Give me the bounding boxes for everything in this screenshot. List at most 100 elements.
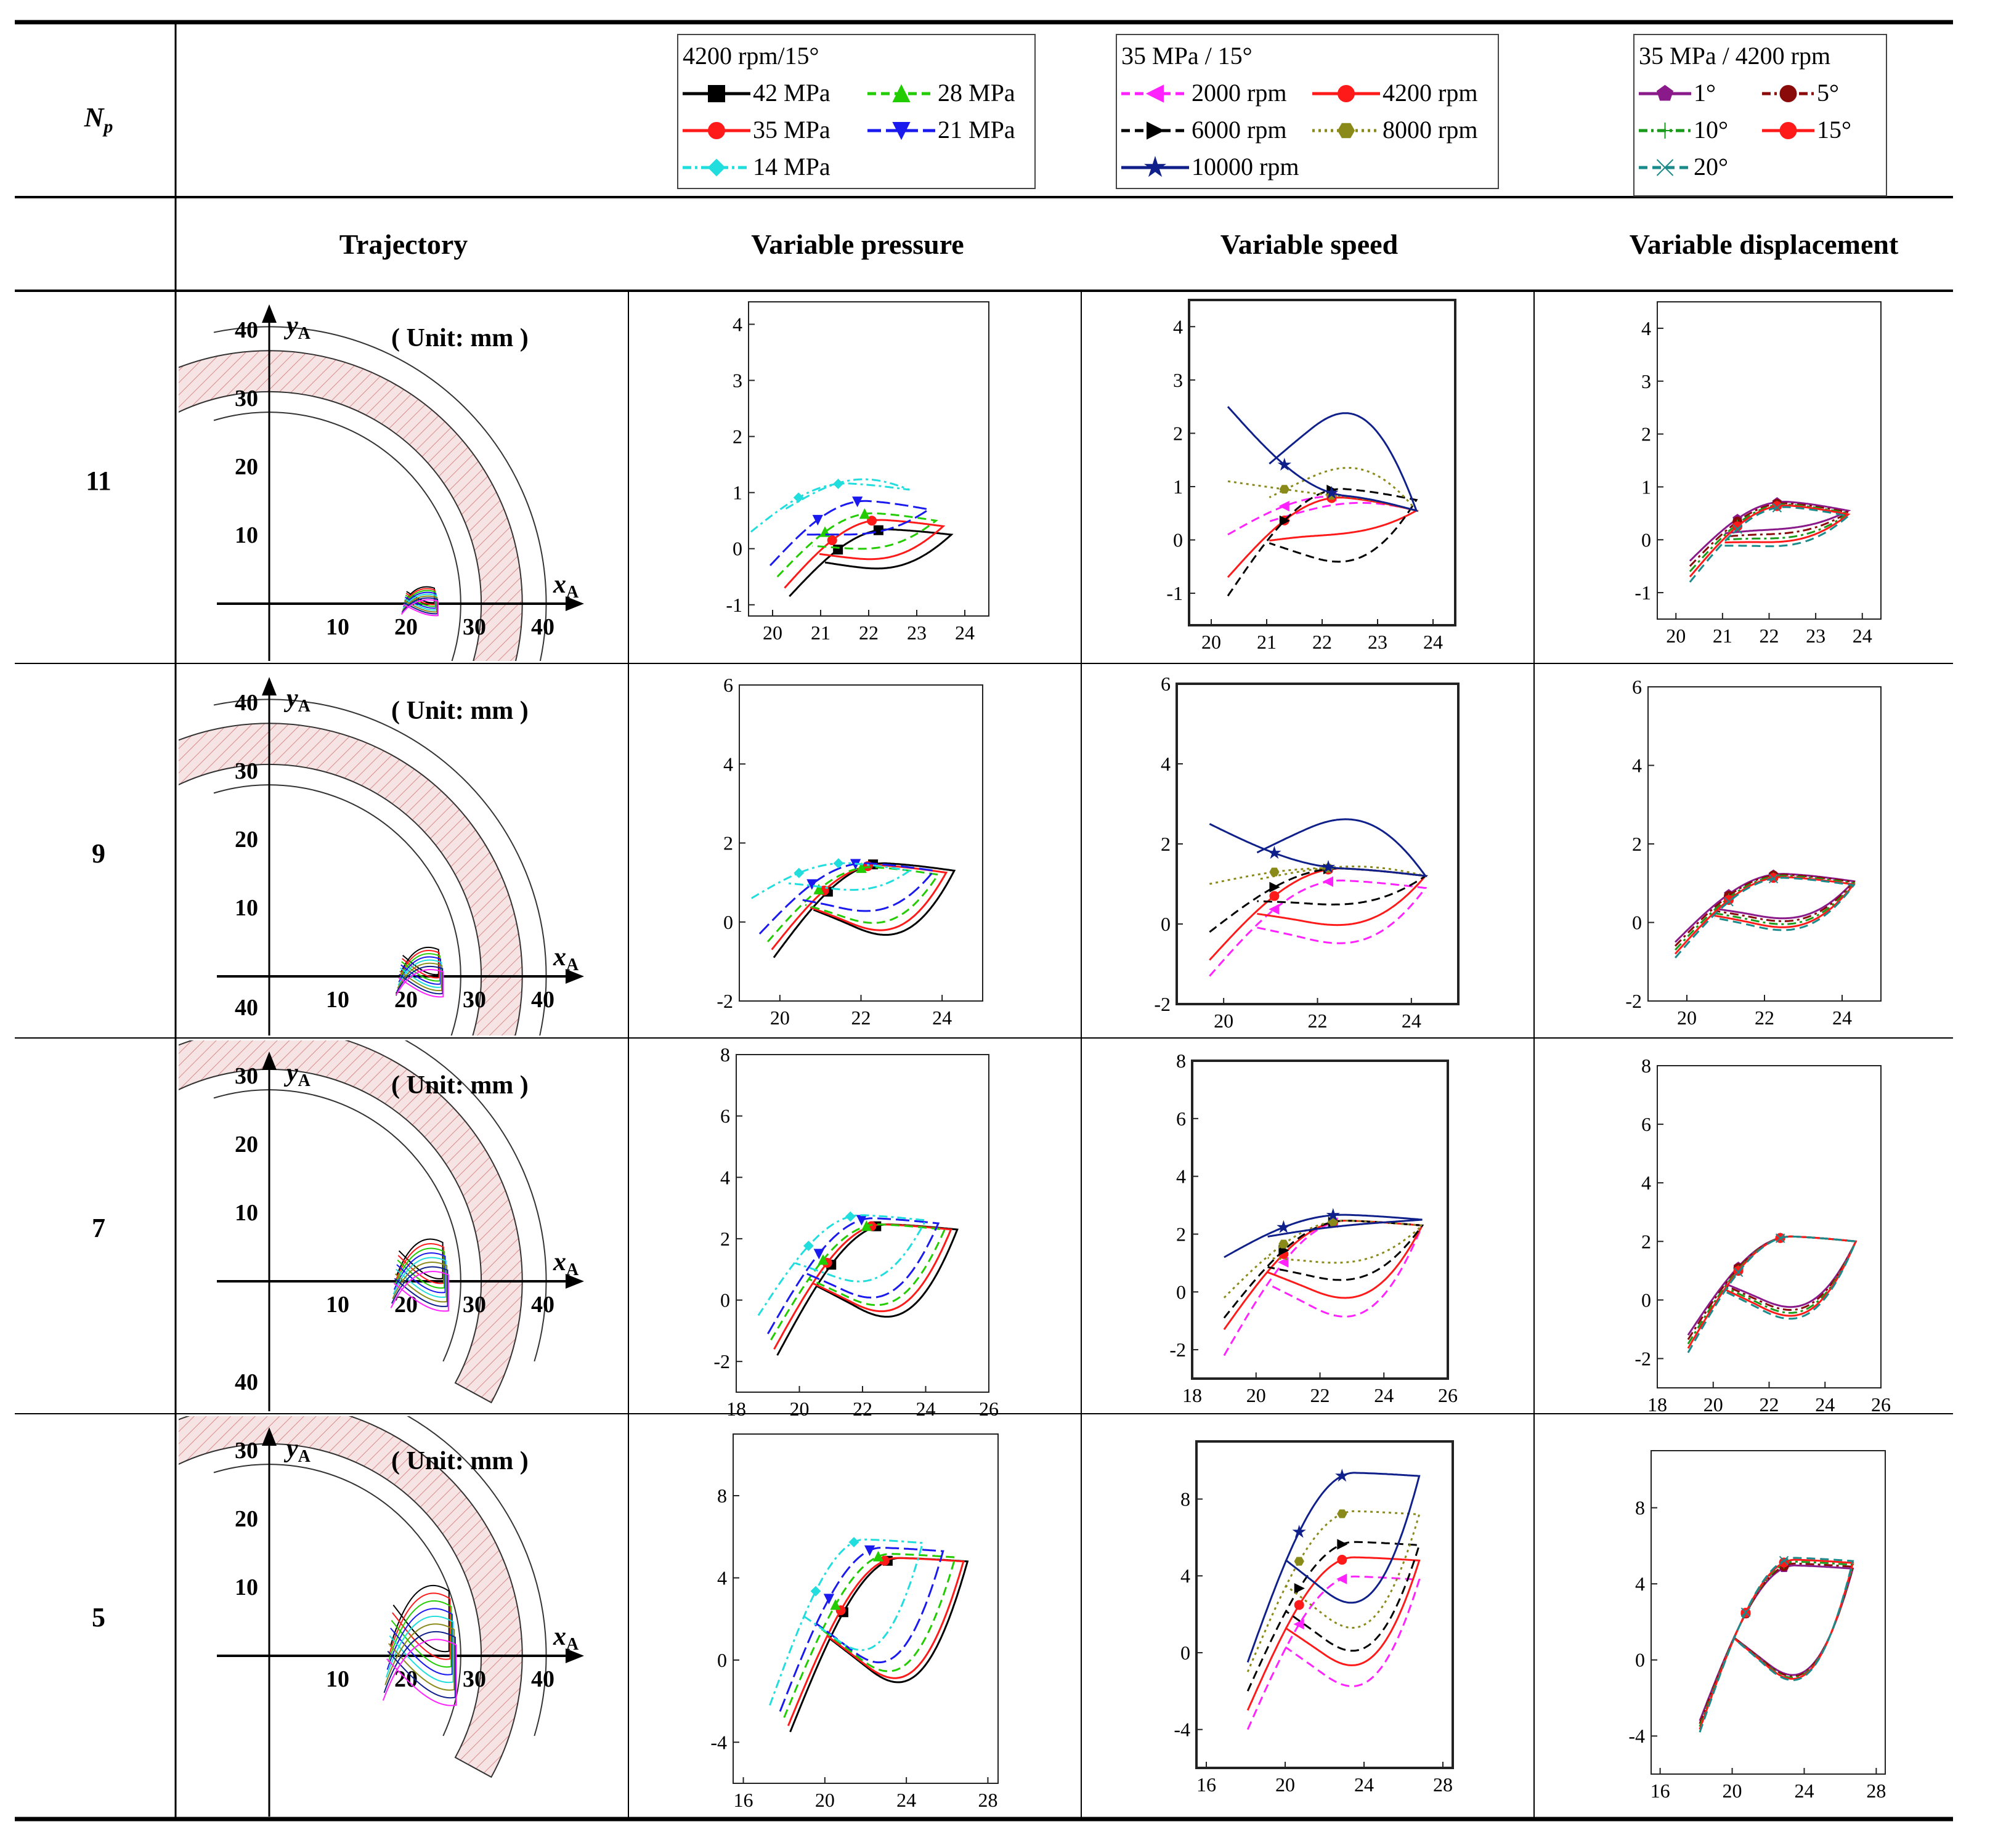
legend-entry-10-deg: 10° (1639, 116, 1728, 144)
unit-note: ( Unit: mm ) (391, 324, 529, 352)
x-tick-label: 20 (1677, 1007, 1697, 1029)
series-8000-rpm-a-marker (1269, 867, 1280, 877)
y-tick-label: -1 (1166, 582, 1183, 604)
y-tick-label: 4 (720, 1166, 730, 1188)
series-line-2000-rpm (1209, 879, 1427, 977)
series-6000-rpm-a-marker (1294, 1583, 1305, 1594)
legend-label-10-deg: 10° (1694, 116, 1728, 144)
y-tick-label: 4 (1635, 1573, 1645, 1595)
x-axis-arrow (566, 969, 584, 984)
y-tick-label: -2 (1625, 990, 1642, 1012)
x-tick-label: 20 (1703, 1393, 1723, 1416)
series-line-42-mpa (773, 862, 956, 958)
legend-28-mpa-marker (892, 84, 911, 102)
legend-displacement-frame (1633, 34, 1887, 197)
y-tick-label: 8 (1641, 1055, 1651, 1077)
y-tick-label: 2 (1176, 1223, 1186, 1245)
trajectory-loop (396, 1238, 444, 1279)
series-20-deg-b-marker (1775, 1233, 1785, 1243)
legend-entry-2000-rpm: 2000 rpm (1121, 79, 1286, 107)
series-line-1-deg (1689, 501, 1851, 562)
x-tick-label: 22 (1755, 1007, 1774, 1029)
x-axis-subscript: A (566, 1260, 579, 1279)
series-line-8000-rpm (1223, 1220, 1425, 1299)
outer-arc-lower (539, 603, 547, 661)
series-line-35-mpa (787, 1557, 965, 1727)
y-tick-label: 4 (1632, 755, 1642, 777)
series-line-28-mpa (776, 512, 938, 578)
legend-10-deg-marker (1657, 123, 1673, 139)
trajectory-loop (402, 593, 437, 611)
y-tick-label: -2 (1154, 993, 1171, 1015)
x-tick-label: 10 (326, 1292, 349, 1318)
y-tick-label: 1 (1173, 476, 1183, 498)
legend-speed-frame (1116, 34, 1499, 189)
y-axis-label: yA (283, 684, 311, 716)
plot-frame (1195, 1440, 1454, 1769)
y-tick-label: 6 (723, 674, 733, 696)
series-28-mpa-b-marker (859, 508, 870, 519)
series-line-10000-rpm (1227, 406, 1418, 513)
x-tick-label: 20 (1723, 1780, 1742, 1802)
series-line-6000-rpm (1227, 488, 1418, 597)
legend-symbol-10-deg (1639, 123, 1691, 139)
series-20-deg-a-marker (1724, 897, 1734, 907)
y-tick-label: 4 (723, 753, 733, 775)
legend-label-5-deg: 5° (1817, 79, 1839, 107)
series-42-mpa-a-marker (833, 545, 843, 555)
series-10000-rpm-b-marker (1326, 1207, 1340, 1222)
x-tick-label: 18 (1647, 1393, 1667, 1416)
series-10000-rpm-a-marker (1277, 457, 1291, 471)
x-tick-label: 28 (978, 1789, 997, 1811)
y-tick-label: 30 (235, 1438, 258, 1464)
series-8000-rpm-a-marker (1278, 1239, 1289, 1249)
y-tick-label: 4 (1641, 1172, 1651, 1194)
y-tick-label: -2 (1634, 1347, 1651, 1369)
x-axis-label: xA (553, 1623, 579, 1654)
x-axis-label: xA (553, 943, 579, 975)
legend-entry-6000-rpm: 6000 rpm (1121, 116, 1286, 144)
legend-entry-42-mpa: 42 MPa (683, 79, 830, 107)
y-tick-label: 0 (1173, 529, 1183, 551)
x-tick-label: 20 (1666, 625, 1686, 647)
series-2000-rpm-a-marker (1278, 500, 1289, 512)
y-tick-label: 8 (1176, 1050, 1186, 1072)
x-axis-arrow (566, 1274, 584, 1289)
x-tick-label: 22 (1760, 1393, 1779, 1416)
legend-entry-4200-rpm: 4200 rpm (1312, 79, 1477, 107)
y-tick-label: 20 (235, 454, 258, 480)
inner-arc (213, 1464, 461, 1656)
x-tick-label: 20 (394, 614, 418, 640)
y-tick-label: -1 (726, 594, 742, 616)
legend-14-mpa-marker (707, 158, 726, 177)
y-tick-label: 0 (1180, 1642, 1190, 1664)
legend-label-42-mpa: 42 MPa (753, 79, 830, 107)
col-title-variable-displacement: Variable displacement (1630, 229, 1899, 260)
legend-symbol-4200-rpm (1312, 85, 1380, 102)
series-line-14-mpa (769, 1538, 924, 1706)
y-tick-label: 0 (1641, 1289, 1651, 1311)
legend-label-20-deg: 20° (1694, 153, 1728, 180)
y-tick-label: 30 (235, 758, 258, 784)
plot-frame (748, 301, 989, 617)
x-tick-label: 24 (1815, 1393, 1835, 1416)
legend-35-mpa-marker (708, 122, 725, 139)
x-tick-label: 10 (326, 987, 349, 1013)
legend-2000-rpm-marker (1145, 84, 1164, 103)
series-line-28-mpa (770, 1223, 946, 1341)
series-4200-rpm-b-marker (1337, 1555, 1347, 1565)
y-tick-label: 3 (1173, 369, 1183, 391)
trajectory-loop (401, 597, 439, 615)
series-4200-rpm-a-marker (1269, 891, 1280, 901)
y-tick-label: 6 (1632, 676, 1642, 698)
series-line-10000-rpm (1224, 1214, 1423, 1258)
inner-arc-lower (450, 976, 461, 1035)
y-tick-label: 2 (1161, 833, 1171, 855)
y-tick-label: 4 (1161, 753, 1171, 775)
series-14-mpa-a-marker (794, 867, 805, 878)
legend-entry-15-deg: 15° (1762, 116, 1851, 144)
trajectory-loop (394, 1247, 445, 1289)
y-tick-label: 4 (1173, 315, 1183, 338)
